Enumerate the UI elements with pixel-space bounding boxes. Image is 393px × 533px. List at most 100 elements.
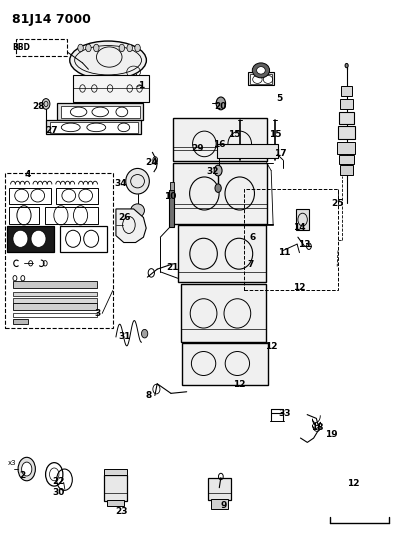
Text: 12: 12 [347, 480, 360, 488]
Circle shape [94, 44, 99, 52]
Bar [339, 112, 354, 124]
Circle shape [216, 97, 226, 110]
Bar [211, 499, 228, 509]
Ellipse shape [31, 230, 46, 247]
Polygon shape [116, 209, 146, 243]
Text: 27: 27 [45, 126, 57, 135]
Bar [338, 126, 355, 139]
Ellipse shape [130, 204, 145, 217]
Bar [107, 500, 124, 506]
Bar [296, 209, 309, 230]
Bar [339, 155, 354, 164]
Circle shape [18, 457, 35, 481]
Text: 9: 9 [221, 501, 227, 510]
Bar [173, 118, 267, 161]
Bar [178, 225, 266, 282]
Bar [46, 120, 141, 134]
Text: 4: 4 [24, 171, 31, 179]
Bar [45, 207, 98, 224]
Bar [7, 226, 54, 252]
Circle shape [135, 44, 140, 52]
Bar [244, 189, 338, 290]
Text: BBD: BBD [12, 43, 30, 52]
Bar [217, 144, 278, 158]
Ellipse shape [252, 63, 270, 78]
Bar [16, 39, 67, 56]
Text: 14: 14 [293, 223, 306, 231]
Bar [61, 106, 140, 118]
Text: 12: 12 [233, 381, 246, 389]
Text: 22: 22 [52, 478, 64, 486]
Bar [60, 226, 107, 252]
Bar [337, 142, 355, 154]
Text: 11: 11 [278, 248, 291, 256]
Text: 28: 28 [32, 102, 45, 111]
Bar [9, 207, 39, 224]
Circle shape [141, 329, 148, 338]
Text: 10: 10 [163, 192, 176, 200]
Text: 8: 8 [145, 391, 152, 400]
Bar [13, 292, 97, 296]
Bar [57, 103, 143, 120]
Text: 81J14 7000: 81J14 7000 [12, 13, 91, 26]
Bar [250, 74, 272, 84]
Text: 33: 33 [278, 409, 291, 418]
Bar [50, 122, 138, 133]
Text: 29: 29 [191, 144, 204, 152]
Bar [13, 313, 97, 317]
Text: 19: 19 [325, 430, 337, 439]
Bar [340, 165, 353, 175]
Text: 17: 17 [274, 149, 287, 158]
Text: 23: 23 [115, 507, 127, 516]
Bar [341, 86, 352, 96]
Text: 25: 25 [331, 199, 343, 208]
Text: 5: 5 [276, 94, 282, 103]
Text: 21: 21 [167, 263, 179, 272]
Ellipse shape [257, 67, 265, 74]
Circle shape [214, 165, 222, 176]
Text: 31: 31 [119, 333, 131, 341]
Bar [170, 182, 174, 190]
Bar [173, 163, 267, 224]
Bar [182, 343, 268, 385]
Text: 30: 30 [52, 488, 64, 497]
Bar [13, 319, 28, 324]
Circle shape [78, 44, 83, 52]
Text: 2: 2 [20, 471, 26, 480]
Bar [13, 298, 97, 303]
Text: 13: 13 [298, 240, 311, 248]
Bar [104, 475, 127, 501]
Circle shape [42, 99, 50, 109]
Bar [9, 188, 51, 204]
Circle shape [127, 44, 132, 52]
Ellipse shape [70, 41, 147, 79]
Text: 1: 1 [138, 81, 145, 90]
Text: 7: 7 [248, 261, 254, 269]
Text: 34: 34 [115, 180, 127, 188]
Bar [13, 303, 97, 310]
Bar [56, 188, 98, 204]
Text: 18: 18 [311, 423, 324, 432]
Ellipse shape [126, 168, 149, 194]
Circle shape [345, 63, 348, 68]
Bar [5, 173, 113, 328]
Text: 24: 24 [145, 158, 158, 167]
Text: x3: x3 [7, 459, 16, 466]
Text: 12: 12 [293, 284, 306, 292]
Circle shape [22, 462, 32, 476]
Bar [73, 75, 149, 102]
Text: 32: 32 [206, 167, 219, 176]
Circle shape [215, 184, 221, 192]
Text: 15: 15 [269, 130, 281, 139]
Text: 20: 20 [214, 102, 226, 111]
Bar [181, 284, 266, 342]
Text: 26: 26 [118, 213, 130, 222]
Text: 3: 3 [94, 309, 101, 318]
Text: 15: 15 [228, 130, 240, 139]
Bar [208, 478, 231, 500]
Text: 12: 12 [265, 342, 277, 351]
Bar [169, 190, 174, 227]
Bar [13, 281, 97, 288]
Ellipse shape [13, 230, 28, 247]
Text: 16: 16 [213, 141, 226, 149]
